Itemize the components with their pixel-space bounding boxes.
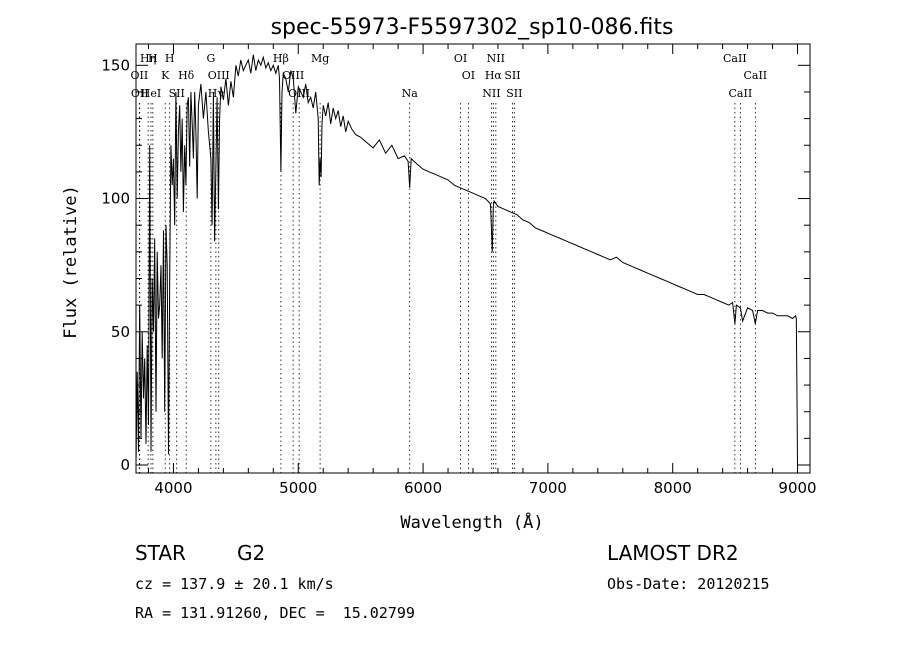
redshift-velocity: cz = 137.9 ± 20.1 km/s (135, 575, 334, 593)
line-label: Hα (485, 69, 503, 82)
line-label: H (148, 52, 158, 65)
line-label: OIII (208, 69, 230, 82)
line-markers: OIIOIIHηHeIHKHSIIHδGHγOIIIHβOIIIOIIIMgNa… (131, 52, 767, 473)
line-label: Hβ (273, 52, 289, 65)
line-label: CaII (729, 87, 753, 100)
object-subclass: G2 (237, 541, 266, 565)
x-axis-label: Wavelength (Å) (400, 511, 543, 533)
observation-date: Obs-Date: 20120215 (607, 575, 770, 593)
x-tick-label: 8000 (654, 479, 692, 497)
y-tick-label: 50 (111, 323, 130, 341)
y-tick-label: 0 (120, 456, 130, 474)
line-label: CaII (743, 69, 767, 82)
y-axis-label: Flux (relative) (61, 185, 81, 339)
line-label: OII (131, 87, 149, 100)
line-label: Mg (311, 52, 329, 65)
x-tick-label: 9000 (778, 479, 816, 497)
x-tick-label: 6000 (404, 479, 442, 497)
sky-coordinates: RA = 131.91260, DEC = 15.02799 (135, 604, 415, 622)
line-label: SII (169, 87, 185, 100)
line-label: NII (482, 87, 500, 100)
object-class: STAR (135, 541, 186, 565)
line-label: CaII (723, 52, 747, 65)
y-tick-label: 150 (101, 56, 130, 74)
line-label: OI (462, 69, 475, 82)
line-label: K (161, 69, 170, 82)
line-label: G (206, 52, 215, 65)
line-label: Hδ (178, 69, 195, 82)
line-label: Na (402, 87, 419, 100)
x-tick-label: 5000 (279, 479, 317, 497)
x-tick-label: 7000 (529, 479, 567, 497)
line-label: NII (487, 52, 505, 65)
line-label: OI (454, 52, 467, 65)
line-label: Hη (140, 52, 156, 65)
line-label: SII (504, 69, 520, 82)
survey-name: LAMOST DR2 (607, 541, 739, 565)
plot-frame (135, 43, 811, 474)
spectrum-line (135, 54, 798, 466)
line-label: H (165, 52, 175, 65)
x-tick-label: 4000 (154, 479, 192, 497)
line-label: OIII (282, 69, 304, 82)
axis-ticks: 4000 5000 6000 7000 8000 9000 0 50 100 150 (101, 44, 817, 497)
line-label: HeI (141, 87, 161, 100)
chart-title: spec-55973-F5597302_sp10-086.fits (271, 15, 674, 40)
line-label: OII (131, 69, 149, 82)
line-label: SII (506, 87, 522, 100)
y-tick-label: 100 (101, 190, 130, 208)
